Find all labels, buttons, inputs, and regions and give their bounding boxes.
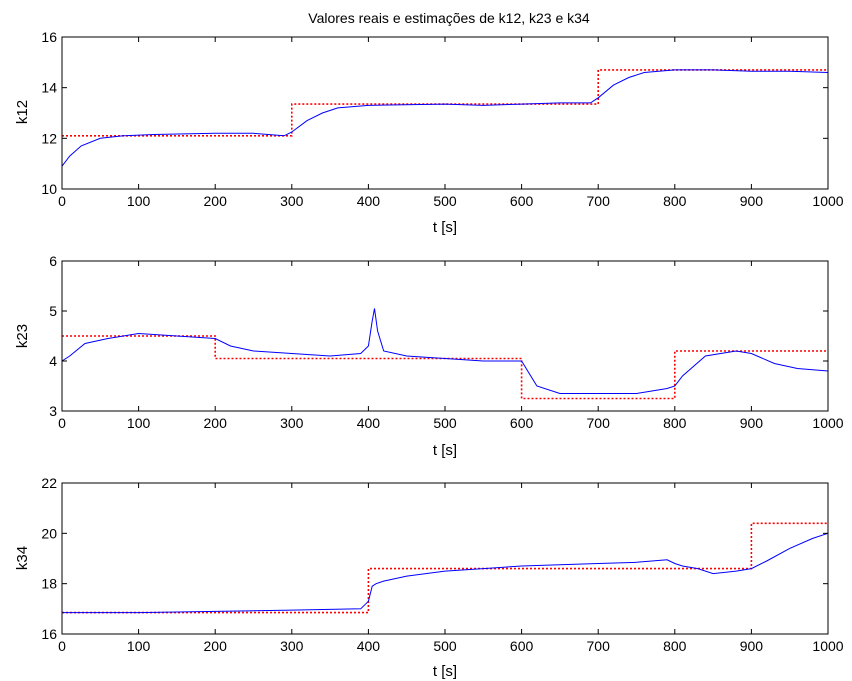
real-value-line-0 — [62, 69, 828, 137]
xlabel-k34: t [s] — [433, 663, 457, 680]
estimate-line-1 — [61, 308, 829, 394]
x-tick-label: 1000 — [812, 638, 843, 654]
real-value-line-2 — [62, 522, 828, 614]
x-tick-label: 400 — [357, 193, 381, 209]
x-tick-label: 100 — [127, 415, 151, 431]
estimate-line-0 — [61, 69, 829, 167]
x-tick-label: 400 — [357, 638, 381, 654]
x-tick-label: 200 — [204, 638, 228, 654]
x-tick-label: 400 — [357, 415, 381, 431]
real-value-line-1 — [62, 335, 828, 400]
x-tick-label: 300 — [280, 193, 304, 209]
x-tick-label: 800 — [663, 193, 687, 209]
y-tick-label: 3 — [49, 403, 57, 419]
x-tick-label: 700 — [587, 638, 611, 654]
estimate-line-2 — [62, 532, 829, 614]
x-tick-label: 100 — [127, 638, 151, 654]
x-tick-label: 0 — [58, 638, 66, 654]
x-tick-label: 800 — [663, 638, 687, 654]
panel-k12: k12 t [s] 0 100 200 300 400 500 600 700 800 900 10… — [14, 29, 844, 236]
x-tick-label: 900 — [740, 193, 764, 209]
panel-k34: k34 t [s] 0 100 200 300 400 500 600 700 800 900 10… — [14, 475, 844, 680]
x-tick-label: 1000 — [812, 193, 843, 209]
plot-area-k23: 0 100 200 300 400 500 600 700 800 900 1000 3 4 5 6 — [49, 253, 844, 431]
y-tick-label: 6 — [49, 253, 57, 269]
x-tick-label: 1000 — [812, 415, 843, 431]
axes-frame-0 — [61, 36, 829, 190]
y-tick-label: 22 — [41, 475, 57, 491]
y-tick-label: 4 — [49, 353, 57, 369]
xlabel-k23: t [s] — [433, 442, 457, 459]
x-tick-label: 600 — [510, 638, 534, 654]
x-tick-label: 500 — [433, 415, 457, 431]
x-tick-label: 0 — [58, 193, 66, 209]
x-tick-label: 800 — [663, 415, 687, 431]
x-tick-label: 600 — [510, 193, 534, 209]
x-tick-label: 200 — [204, 415, 228, 431]
ylabel-k12: k12 — [14, 100, 31, 124]
panel-k23: k23 t [s] 0 100 200 300 400 500 600 700 800 900 10… — [14, 253, 844, 459]
x-tick-label: 700 — [587, 415, 611, 431]
y-tick-label: 16 — [41, 29, 57, 45]
x-tick-label: 900 — [740, 415, 764, 431]
y-tick-label: 14 — [41, 80, 57, 96]
x-tick-label: 0 — [58, 415, 66, 431]
x-tick-label: 300 — [280, 415, 304, 431]
plot-area-k12: 0 100 200 300 400 500 600 700 800 900 1000 10 12 14 16 — [41, 29, 843, 209]
xlabel-k12: t [s] — [433, 219, 457, 236]
y-tick-label: 12 — [41, 130, 57, 146]
y-tick-label: 5 — [49, 303, 57, 319]
plot-area-k34: 0 100 200 300 400 500 600 700 800 900 1000 16 18 20 22 — [41, 475, 843, 654]
x-tick-label: 500 — [433, 638, 457, 654]
y-tick-label: 16 — [41, 626, 57, 642]
x-tick-label: 700 — [587, 193, 611, 209]
x-tick-label: 900 — [740, 638, 764, 654]
x-tick-label: 600 — [510, 415, 534, 431]
y-tick-label: 18 — [41, 576, 57, 592]
x-tick-label: 100 — [127, 193, 151, 209]
axes-frame-2 — [61, 482, 829, 635]
x-tick-label: 200 — [204, 193, 228, 209]
x-tick-label: 500 — [433, 193, 457, 209]
ylabel-k23: k23 — [14, 324, 31, 348]
ylabel-k34: k34 — [14, 546, 31, 570]
y-tick-label: 20 — [41, 525, 57, 541]
x-tick-label: 300 — [280, 638, 304, 654]
figure-title: Valores reais e estimações de k12, k23 e… — [308, 10, 590, 26]
y-tick-label: 10 — [41, 181, 57, 197]
